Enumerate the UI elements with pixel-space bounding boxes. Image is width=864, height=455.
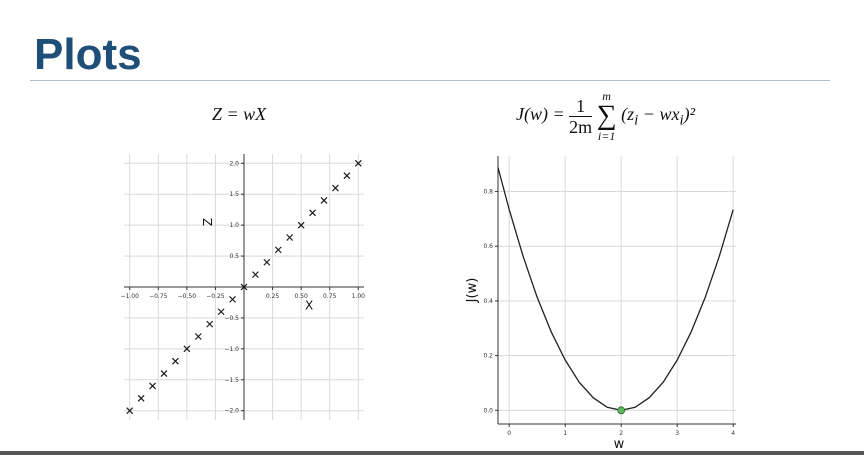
data-point-marker [217, 308, 225, 316]
y-tick-label: 0.6 [483, 243, 493, 250]
data-point-marker [286, 234, 294, 241]
marker-stroke [160, 370, 168, 378]
cost-curve-line [497, 167, 734, 411]
y-tick-label: 0.0 [483, 407, 493, 414]
minimum-point-marker [617, 406, 626, 415]
marker-stroke [343, 172, 351, 180]
data-point-marker [252, 271, 259, 279]
equation-cost-function: J(w) = 1 2m m ∑ i=1 (zi − wxi)² [516, 90, 695, 142]
x-tick-label: 0.50 [294, 293, 308, 300]
data-point-marker [263, 258, 271, 266]
marker-stroke [126, 407, 134, 415]
bottom-border [0, 451, 864, 455]
x-tick-label: 0.25 [266, 293, 280, 300]
marker-stroke [252, 271, 259, 279]
data-point-marker [137, 394, 145, 402]
y-tick-label: −2.0 [224, 408, 239, 415]
sum-symbol: ∑ [596, 100, 617, 131]
cost-body-mid: − wx [638, 104, 680, 125]
data-point-marker [126, 407, 134, 415]
y-tick-label: 0.8 [483, 189, 493, 196]
data-point-marker [274, 246, 282, 254]
scatter-chart-z-vs-x: −1.00 −0.75 −0.50 −0.25 0.25 0.50 0.75 1.00 −2.0… [121, 154, 366, 420]
marker-stroke [332, 184, 339, 192]
slide-title: Plots [34, 30, 142, 79]
marker-stroke [354, 159, 362, 167]
marker-stroke [206, 320, 214, 328]
cost-lhs: J(w) = [516, 104, 570, 125]
y-tick-label: 2.0 [229, 160, 239, 167]
cost-body-tail: )² [683, 104, 696, 125]
data-point-marker [354, 159, 362, 167]
data-point-marker [206, 320, 214, 328]
marker-stroke [149, 382, 156, 390]
equation-linear-model: Z = wX [212, 104, 267, 124]
marker-stroke [309, 209, 316, 217]
x-axis-label: w [614, 437, 625, 450]
data-point-marker [309, 209, 316, 217]
y-tick-label: 0.4 [483, 298, 493, 305]
subscript-i-x: i [679, 112, 684, 129]
summation: m ∑ i=1 [597, 90, 617, 142]
x-tick-label: 1.00 [352, 293, 366, 300]
fraction-denominator: 2m [569, 116, 593, 137]
line-chart-cost-vs-w: 0 1 2 3 4 0.0 0.2 0.4 0.6 0.8 w J(w) [465, 156, 736, 450]
x-tick-label: −0.50 [178, 293, 197, 300]
marker-stroke [274, 246, 282, 254]
x-tick-label: −0.25 [206, 293, 225, 300]
y-tick-label: −0.5 [224, 315, 239, 322]
data-point-marker [149, 382, 156, 390]
data-point-marker [160, 370, 168, 378]
marker-stroke [320, 196, 328, 204]
marker-stroke [194, 333, 202, 340]
y-axis-label: J(w) [465, 278, 480, 304]
y-tick-label: −1.5 [224, 377, 239, 384]
marker-stroke [137, 394, 145, 402]
y-tick-label: 0.5 [229, 253, 239, 260]
data-point-marker [229, 295, 236, 303]
x-tick-label: 0.75 [323, 293, 337, 300]
y-axis-label: Z [201, 218, 215, 226]
marker-stroke [229, 295, 236, 303]
y-tick-label: 1.5 [229, 191, 239, 198]
cost-fraction: 1 2m [569, 96, 593, 137]
data-point-marker [172, 357, 179, 365]
data-point-marker [320, 196, 328, 204]
data-point-marker [332, 184, 339, 192]
x-tick-label: 4 [731, 430, 735, 437]
x-tick-label: −1.00 [121, 293, 140, 300]
marker-stroke [297, 221, 305, 229]
title-divider [30, 80, 830, 81]
cost-body-open: (z [621, 104, 635, 125]
data-point-marker [240, 283, 248, 291]
data-point-marker [297, 221, 305, 229]
marker-stroke [172, 357, 179, 365]
marker-stroke [286, 234, 294, 241]
y-tick-label: 1.0 [229, 222, 239, 229]
x-tick-label: 1 [563, 430, 567, 437]
y-tick-label: −1.0 [224, 346, 239, 353]
subscript-i-z: i [634, 112, 639, 129]
marker-stroke [240, 283, 248, 291]
marker-stroke [183, 345, 191, 353]
fraction-numerator: 1 [569, 96, 593, 117]
data-point-marker [343, 172, 351, 180]
x-tick-label: −0.75 [149, 293, 168, 300]
x-axis-label: X [305, 299, 313, 313]
data-point-marker [183, 345, 191, 353]
sum-upper-limit: m [602, 89, 611, 103]
x-tick-label: 3 [675, 430, 679, 437]
x-tick-label: 2 [619, 430, 623, 437]
sum-lower-limit: i=1 [597, 129, 616, 143]
marker-stroke [263, 258, 271, 266]
marker-stroke [217, 308, 225, 316]
y-tick-label: 0.2 [483, 353, 493, 360]
data-point-marker [194, 333, 202, 340]
x-tick-label: 0 [507, 430, 511, 437]
